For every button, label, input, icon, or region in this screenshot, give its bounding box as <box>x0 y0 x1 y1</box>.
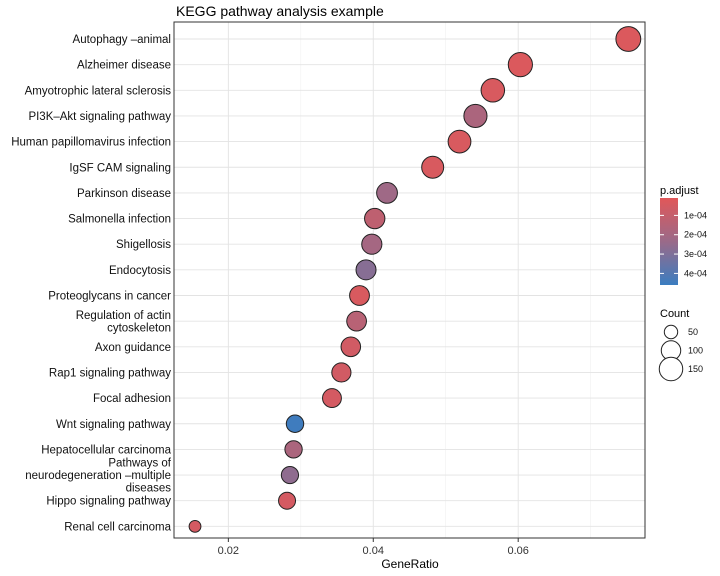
data-point <box>376 182 398 204</box>
color-legend-title: p.adjust <box>660 185 699 197</box>
y-tick-label: Endocytosis <box>109 265 171 277</box>
y-tick-label: Hippo signaling pathway <box>46 496 171 508</box>
plot-panel <box>174 22 645 538</box>
size-legend-circle <box>658 356 684 382</box>
y-tick-label: Human papillomavirus infection <box>11 137 171 149</box>
size-legend-label: 100 <box>688 346 703 356</box>
data-point <box>447 129 472 154</box>
y-axis-labels: Autophagy –animal Alzheimer disease Amyotr… <box>11 34 172 533</box>
data-point <box>284 440 303 459</box>
color-bar-label: 1e-04 <box>684 210 707 220</box>
y-tick-label: Autophagy –animal <box>73 34 171 46</box>
color-bar-ticks: 1e-04 2e-04 3e-04 4e-04 <box>660 210 707 278</box>
size-legend-items: 50 100 150 <box>658 324 703 382</box>
y-tick-label: Amyotrophic lateral sclerosis <box>25 85 172 97</box>
y-tick-label: Hepatocellular carcinoma <box>41 444 171 456</box>
data-point <box>421 155 445 179</box>
y-tick-label: PI3K–Akt signaling pathway <box>28 111 171 123</box>
y-tick-label: Alzheimer disease <box>77 60 171 72</box>
data-point <box>280 465 300 485</box>
data-point <box>331 362 352 383</box>
color-bar-label: 3e-04 <box>684 249 707 259</box>
y-tick-label: Proteoglycans in cancer <box>48 291 171 303</box>
data-point <box>285 414 305 433</box>
data-point <box>480 78 506 103</box>
color-bar <box>660 198 678 285</box>
y-tick-label: Rap1 signaling pathway <box>49 367 171 379</box>
data-point <box>355 259 377 281</box>
size-legend-label: 50 <box>688 327 698 337</box>
y-tick-label: Regulation of actin cytoskeleton <box>76 310 171 335</box>
data-point <box>615 26 642 52</box>
size-legend-circle <box>663 324 679 340</box>
size-legend-title: Count <box>660 308 689 320</box>
y-tick-label: Renal cell carcinoma <box>64 521 171 533</box>
color-bar-label: 4e-04 <box>684 268 707 278</box>
x-tick-label: 0.04 <box>363 545 384 557</box>
data-point <box>346 310 367 332</box>
x-tick-label: 0.02 <box>218 545 239 557</box>
data-points <box>188 26 642 533</box>
y-tick-label: Axon guidance <box>95 342 171 354</box>
data-point <box>340 336 362 358</box>
y-tick-label: Focal adhesion <box>93 393 171 405</box>
y-tick-label: Parkinson disease <box>77 188 171 200</box>
data-point <box>364 207 386 230</box>
chart-title: KEGG pathway analysis example <box>176 3 384 19</box>
y-tick-label: Shigellosis <box>116 239 171 251</box>
color-legend: p.adjust 1e-04 2e-04 3e-04 4e-04 <box>660 185 707 285</box>
plot-border <box>173 21 646 539</box>
grid-lines <box>174 22 645 538</box>
size-legend: Count 50 100 150 <box>658 308 703 382</box>
data-point <box>361 233 383 255</box>
data-point <box>463 103 488 129</box>
x-axis-title: GeneRatio <box>381 557 439 571</box>
y-tick-label: Pathways of neurodegeneration –multiple di… <box>25 458 172 495</box>
data-point <box>278 491 297 510</box>
data-point <box>507 52 533 78</box>
x-axis-ticks: 0.02 0.04 0.06 <box>218 538 529 557</box>
data-point <box>188 519 202 533</box>
size-legend-label: 150 <box>688 364 703 374</box>
x-tick-label: 0.06 <box>507 545 528 557</box>
data-point <box>349 285 370 306</box>
y-tick-label: Salmonella infection <box>68 214 171 226</box>
y-tick-label: IgSF CAM signaling <box>69 162 171 174</box>
y-tick-label: Wnt signaling pathway <box>56 419 171 431</box>
color-bar-label: 2e-04 <box>684 230 707 240</box>
data-point <box>322 388 342 409</box>
